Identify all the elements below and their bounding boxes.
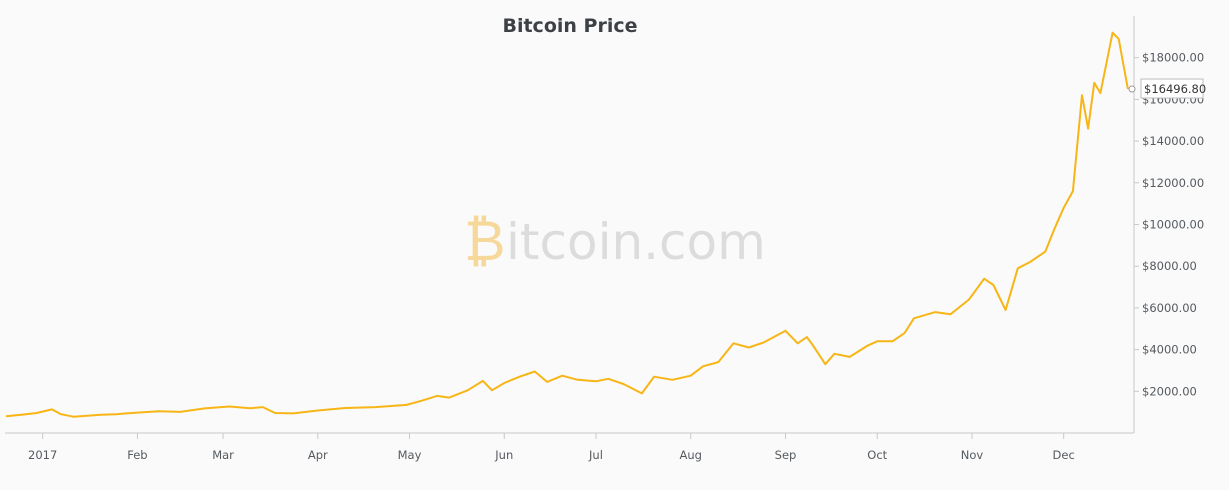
x-tick-label: 2017 [28, 448, 57, 462]
x-tick-label: Jul [588, 448, 603, 462]
current-price-tag: $16496.80 [1128, 78, 1206, 99]
watermark-text: itcoin.com [506, 213, 766, 271]
watermark-bitcoin-b: ₿ [464, 209, 505, 274]
y-tick-label: $6000.00 [1142, 301, 1197, 315]
y-axis-ticks: $2000.00 $4000.00 $6000.00 $8000.00 $10000.0… [1134, 51, 1204, 398]
y-tick-label: $14000.00 [1142, 134, 1204, 148]
x-axis-ticks: 2017 Feb Mar Apr May Jun Jul Aug Sep Oct Nov Dec [28, 433, 1075, 462]
watermark: ₿ itcoin.com [464, 209, 766, 274]
y-tick-label: $8000.00 [1142, 259, 1197, 273]
x-tick-label: Jun [494, 448, 513, 462]
current-price-label: $16496.80 [1144, 82, 1206, 96]
price-series-line [5, 31, 1129, 418]
x-tick-label: Nov [961, 448, 984, 462]
y-tick-label: $18000.00 [1142, 51, 1204, 65]
y-tick-label: $12000.00 [1142, 176, 1204, 190]
x-tick-label: Dec [1053, 448, 1075, 462]
x-tick-label: Mar [212, 448, 234, 462]
current-price-marker [1128, 85, 1136, 93]
x-tick-label: Aug [680, 448, 702, 462]
x-tick-label: Apr [308, 448, 328, 462]
y-tick-label: $2000.00 [1142, 384, 1197, 398]
x-tick-label: Feb [127, 448, 147, 462]
y-tick-label: $10000.00 [1142, 218, 1204, 232]
x-tick-label: Oct [867, 448, 887, 462]
chart-title: Bitcoin Price [502, 15, 637, 37]
y-tick-label: $4000.00 [1142, 343, 1197, 357]
current-price-box [1140, 78, 1204, 99]
x-tick-label: May [398, 448, 422, 462]
x-tick-label: Sep [775, 448, 797, 462]
